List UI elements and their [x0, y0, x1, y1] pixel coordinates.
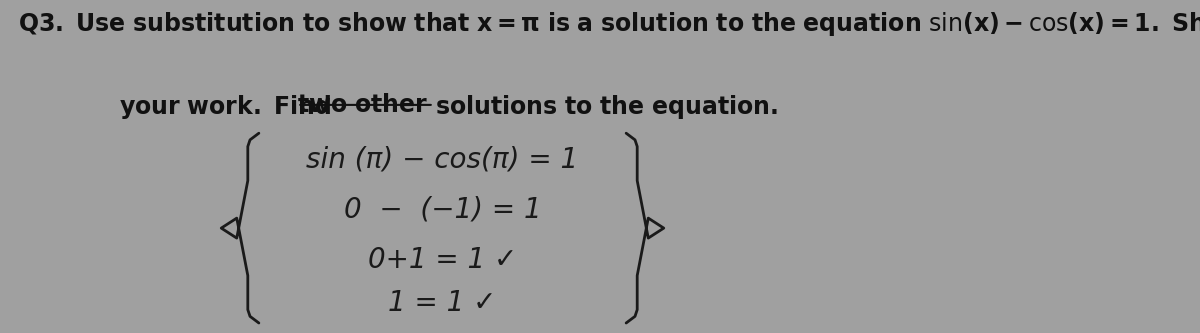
Text: $\bf{solutions\ to\ the\ equation.}$: $\bf{solutions\ to\ the\ equation.}$: [436, 93, 779, 121]
Text: $\bf{two\ other}$: $\bf{two\ other}$: [298, 93, 428, 117]
Text: 1 = 1 ✓: 1 = 1 ✓: [389, 289, 497, 317]
Text: $\bf{your\ work.\ Find\ }$: $\bf{your\ work.\ Find\ }$: [120, 93, 332, 121]
Text: $\mathbf{Q3.}$ $\bf{Use\ substitution\ to\ show\ that}$ $\bf{x = \pi}$ $\bf{is\ : $\mathbf{Q3.}$ $\bf{Use\ substitution\ t…: [18, 10, 1200, 38]
Text: 0  −  (−1) = 1: 0 − (−1) = 1: [343, 196, 541, 224]
Text: sin (π) − cos(π) = 1: sin (π) − cos(π) = 1: [306, 146, 578, 174]
Text: 0+1 = 1 ✓: 0+1 = 1 ✓: [368, 246, 517, 274]
